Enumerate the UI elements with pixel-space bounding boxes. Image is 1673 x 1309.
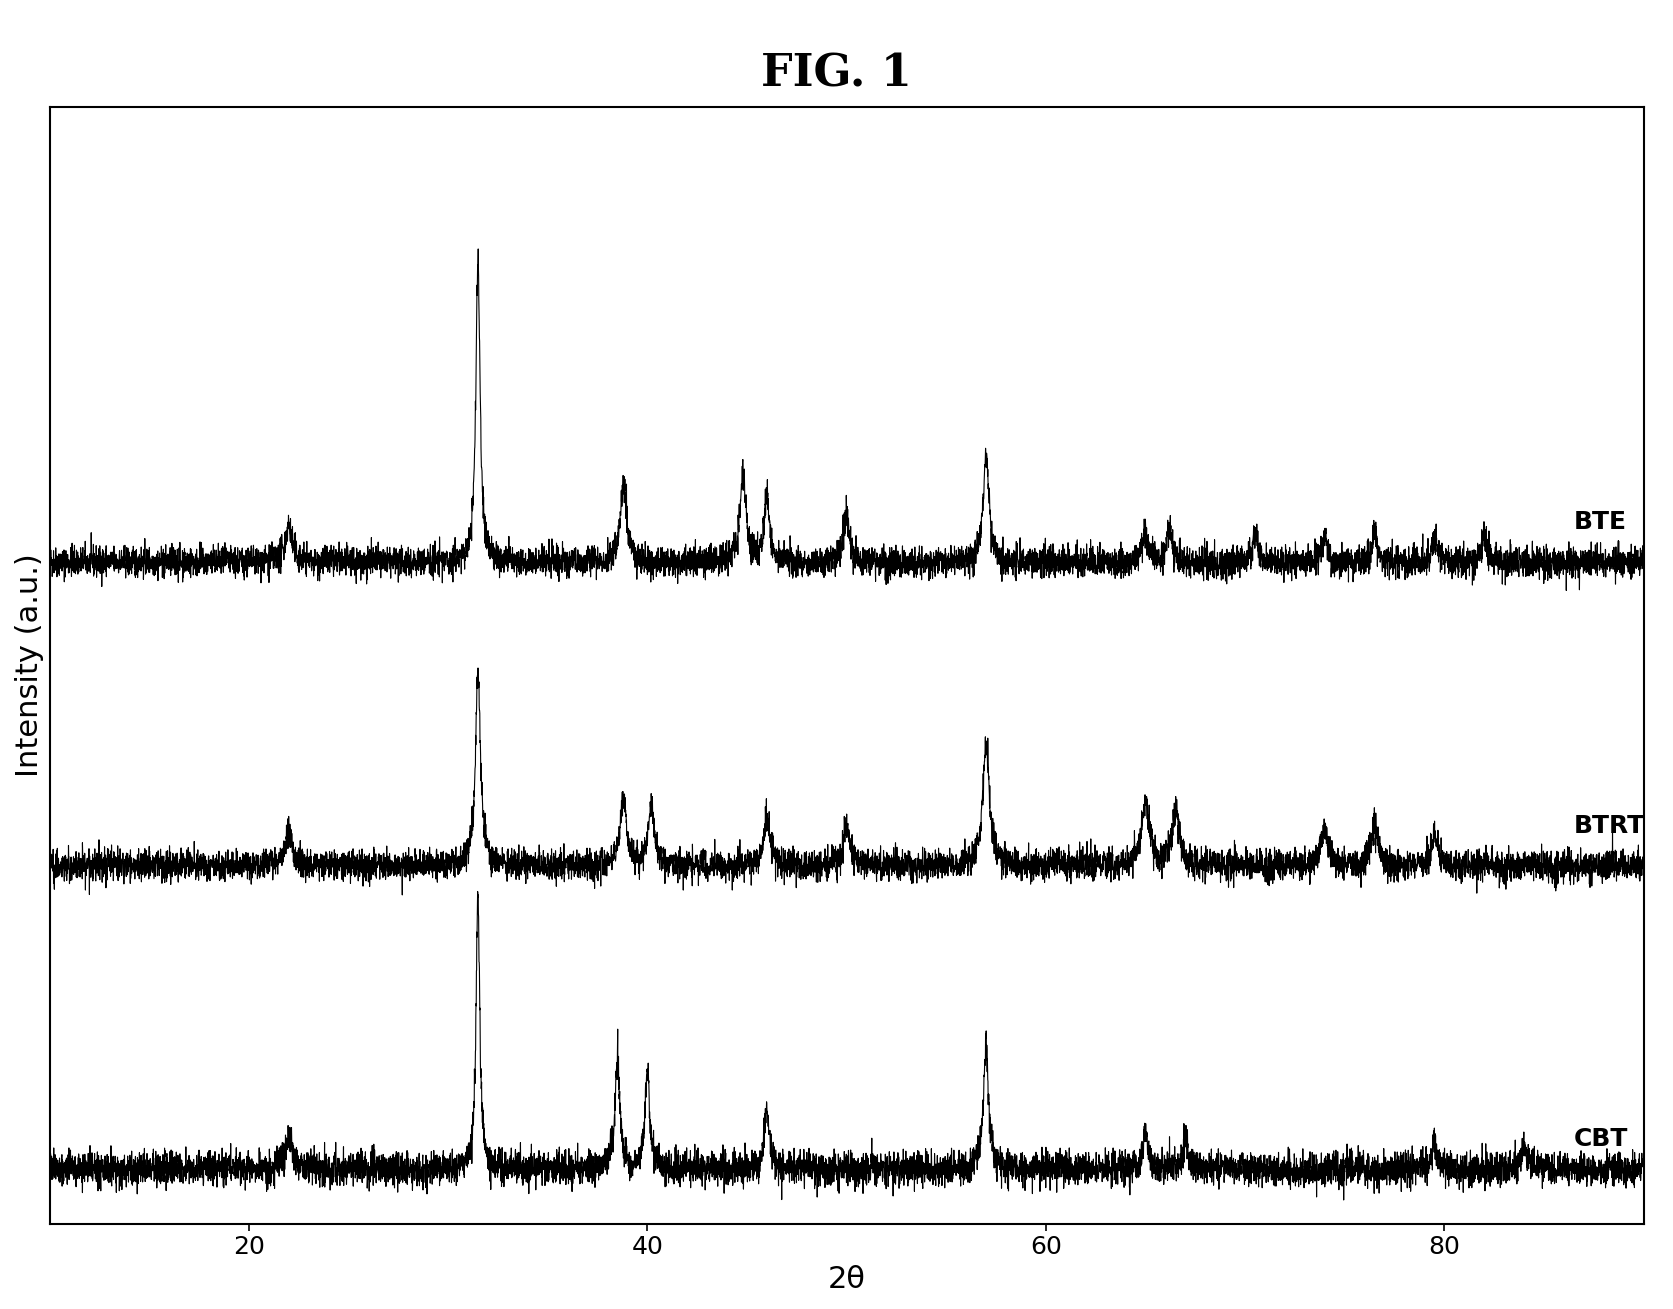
- Text: CBT: CBT: [1574, 1127, 1628, 1151]
- Text: BTRT: BTRT: [1574, 814, 1645, 838]
- X-axis label: 2θ: 2θ: [828, 1264, 865, 1295]
- Y-axis label: Intensity (a.u.): Intensity (a.u.): [15, 554, 43, 778]
- Text: BTE: BTE: [1574, 511, 1626, 534]
- Text: FIG. 1: FIG. 1: [761, 52, 912, 96]
